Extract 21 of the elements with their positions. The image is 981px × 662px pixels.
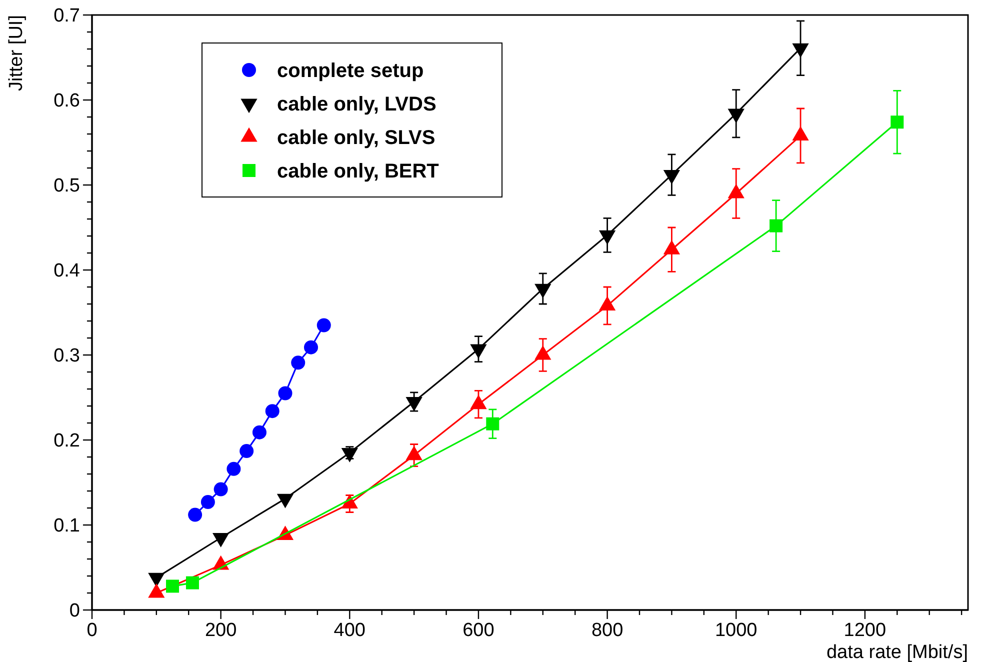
legend-label: cable only, BERT (277, 160, 439, 182)
x-tick-label: 800 (591, 620, 624, 641)
y-tick-label: 0.5 (54, 176, 80, 197)
y-tick-label: 0 (69, 600, 80, 622)
x-tick-label: 1000 (714, 620, 758, 641)
x-tick-label: 0 (86, 620, 98, 641)
y-tick-label: 0.4 (54, 260, 80, 282)
y-axis-title: Jitter [UI] (6, 15, 27, 92)
y-tick-label: 0.3 (54, 346, 80, 367)
y-tick-label: 0.1 (54, 516, 80, 537)
legend-label: cable only, SLVS (277, 127, 436, 149)
x-tick-label: 1200 (844, 620, 886, 641)
x-tick-label: 400 (334, 620, 366, 641)
x-tick-label: 600 (462, 620, 494, 641)
y-tick-label: 0.2 (54, 430, 80, 452)
x-tick-label: 200 (204, 620, 237, 641)
y-tick-label: 0.7 (54, 6, 80, 27)
legend-label: cable only, LVDS (277, 94, 436, 116)
x-axis-title: data rate [Mbit/s] (826, 642, 968, 662)
legend-label: complete setup (277, 60, 424, 82)
y-tick-label: 0.6 (54, 90, 80, 112)
